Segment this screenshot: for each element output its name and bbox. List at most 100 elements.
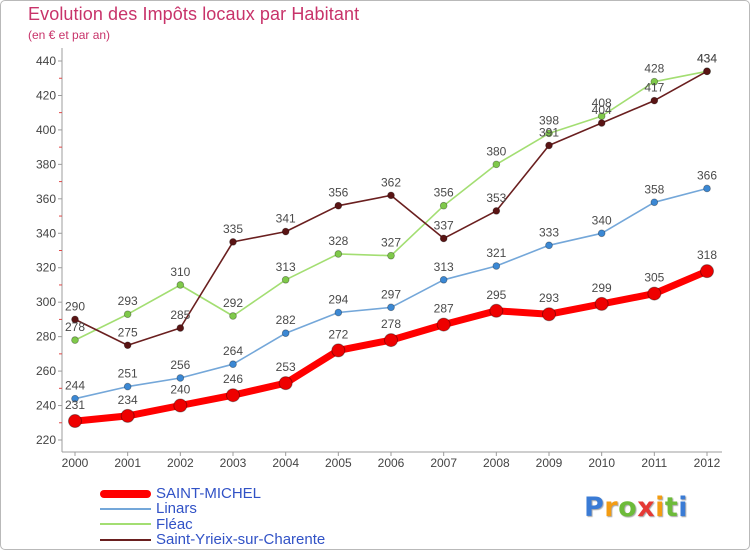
data-label: 408 (592, 96, 612, 110)
y-tick-label: 340 (36, 226, 56, 240)
data-point (123, 341, 132, 350)
data-label: 321 (486, 246, 506, 260)
data-label: 282 (276, 313, 296, 327)
logo-letter: i (655, 492, 665, 523)
data-point (492, 262, 501, 270)
x-tick-label: 2008 (483, 456, 510, 470)
y-tick-label: 280 (36, 330, 56, 344)
data-label: 358 (644, 182, 664, 196)
logo-letter: x (637, 492, 656, 523)
data-label: 253 (276, 360, 296, 374)
data-point (120, 408, 135, 423)
data-point (647, 286, 662, 301)
legend-swatch-saint-michel (100, 489, 151, 498)
data-point (71, 336, 79, 344)
data-label: 337 (434, 218, 454, 232)
data-label: 366 (697, 168, 717, 182)
data-point (439, 234, 448, 243)
data-point (384, 333, 398, 348)
data-label: 356 (328, 186, 348, 200)
data-point (545, 129, 553, 138)
data-label: 318 (697, 248, 717, 262)
data-label: 272 (328, 327, 348, 341)
data-label: 356 (434, 186, 454, 200)
data-point (545, 241, 553, 250)
data-point (229, 238, 237, 246)
data-label: 353 (486, 191, 506, 205)
x-tick-label: 2002 (167, 456, 194, 470)
data-label: 313 (434, 260, 454, 274)
data-label: 434 (697, 51, 717, 65)
data-point (334, 308, 343, 317)
legend-item-saint-michel: SAINT-MICHEL (100, 486, 325, 501)
data-label: 292 (223, 296, 243, 310)
logo-letter: i (678, 492, 689, 523)
data-point (176, 324, 185, 332)
logo-letter: t (664, 492, 679, 523)
x-tick-label: 2007 (430, 456, 457, 470)
data-label: 287 (434, 302, 454, 316)
x-tick-label: 2011 (641, 456, 667, 470)
y-tick-label: 420 (36, 88, 56, 102)
data-point (123, 382, 132, 391)
data-point (439, 275, 448, 284)
series-lines (68, 67, 714, 429)
data-point (436, 317, 451, 332)
legend: SAINT-MICHEL Linars Fléac Saint-Yrieix-s… (100, 486, 325, 547)
data-point (71, 394, 79, 403)
data-point (439, 201, 448, 210)
axes: 220 240 260 280 300 320 340 360 380 400 420 440 2000… (36, 48, 722, 470)
data-point (281, 227, 290, 236)
x-tick-label: 2012 (694, 456, 721, 470)
data-point (278, 376, 293, 391)
data-point (173, 398, 188, 413)
data-point (492, 207, 501, 215)
data-point (176, 374, 185, 382)
data-label: 380 (486, 144, 506, 158)
data-label: 328 (328, 234, 348, 248)
data-label: 293 (118, 294, 138, 308)
y-tick-label: 400 (36, 123, 56, 137)
data-label: 428 (644, 62, 664, 76)
legend-item-fleac: Fléac (100, 516, 325, 532)
legend-label-linars: Linars (156, 500, 197, 518)
data-point (387, 191, 395, 200)
data-point (650, 198, 659, 207)
data-point (597, 119, 606, 127)
x-tick-label: 2009 (536, 456, 563, 470)
data-point (542, 307, 556, 322)
data-point (281, 329, 290, 337)
legend-label-saint-michel: SAINT-MICHEL (156, 485, 262, 502)
data-point (545, 141, 553, 150)
y-tick-label: 300 (36, 295, 56, 309)
data-point (387, 303, 395, 312)
data-point (226, 388, 240, 403)
y-tick-label: 380 (36, 157, 56, 171)
data-point (387, 251, 395, 260)
data-label: 246 (223, 372, 243, 386)
data-point (281, 275, 290, 284)
y-tick-label: 220 (36, 433, 56, 447)
data-label: 341 (276, 212, 296, 226)
data-label: 251 (118, 367, 138, 381)
legend-swatch-saint-yrieix-sur-charente (100, 538, 151, 541)
chart-title: Evolution des Impôts locaux par Habitant (28, 4, 360, 24)
legend-label-saint-yrieix-sur-charente: Saint-Yrieix-sur-Charente (156, 530, 326, 548)
data-label: 293 (539, 291, 559, 305)
data-point (492, 160, 501, 169)
data-label: 333 (539, 225, 559, 239)
y-tick-label: 360 (36, 192, 56, 206)
data-label: 362 (381, 175, 401, 189)
data-label: 295 (486, 288, 506, 302)
data-label: 275 (118, 325, 138, 339)
x-tick-label: 2004 (272, 456, 299, 470)
data-label: 313 (276, 260, 296, 274)
legend-swatch-linars (100, 507, 151, 510)
data-labels: 231 234 240 246 253 272 278 287 295 293 299 305 318 2… (65, 51, 717, 412)
x-tick-label: 2003 (220, 456, 247, 470)
data-point (597, 112, 606, 120)
data-point (597, 229, 606, 238)
legend-item-linars: Linars (100, 500, 325, 518)
